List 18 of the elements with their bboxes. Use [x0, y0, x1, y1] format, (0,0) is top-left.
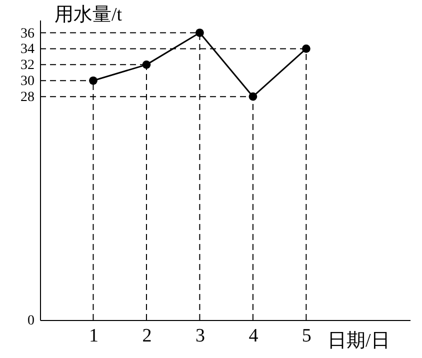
point	[196, 28, 204, 37]
y-tick-label: 0	[28, 314, 34, 328]
point	[302, 44, 310, 53]
y-tick-label: 32	[20, 58, 34, 74]
x-tick-label: 1	[88, 326, 98, 346]
y-axis-title: 用水量/t	[54, 4, 123, 26]
x-tick-label: 2	[142, 326, 152, 346]
point	[142, 60, 151, 69]
y-tick-label: 28	[20, 90, 34, 106]
y-tick-label: 30	[20, 74, 34, 90]
x-tick-label: 3	[195, 326, 205, 346]
point	[89, 76, 98, 85]
point	[248, 92, 258, 101]
x-tick-label: 5	[302, 326, 312, 346]
x-tick-label: 4	[248, 326, 259, 346]
y-tick-label: 36	[20, 26, 34, 42]
x-axis-title: 日期/日	[328, 330, 390, 352]
y-tick-label: 34	[20, 42, 34, 58]
